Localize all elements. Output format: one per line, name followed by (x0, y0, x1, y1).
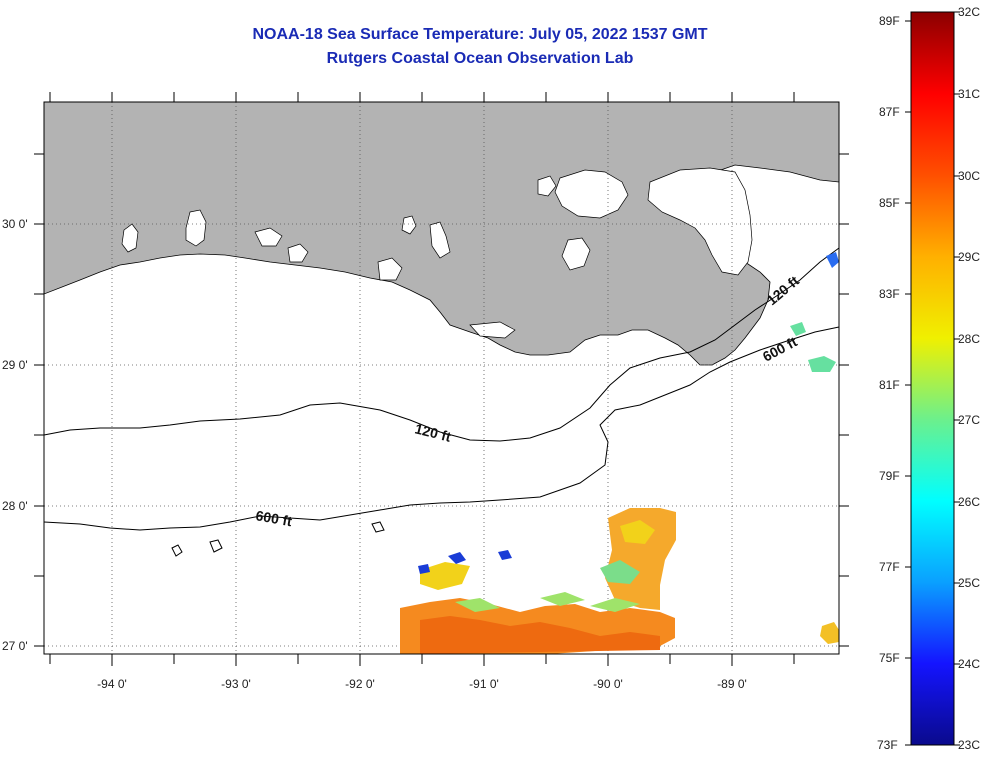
lon-label: -94 0' (97, 677, 127, 691)
colorbar-c-label: 29C (958, 250, 980, 264)
colorbar-c-label: 28C (958, 332, 980, 346)
sst-patch-warm-core (420, 616, 660, 654)
colorbar: 89F 87F 85F 83F 81F 79F 77F 75F 73F 32C … (877, 5, 980, 752)
colorbar-f-label: 89F (879, 14, 900, 28)
contour-600ft (43, 326, 840, 531)
contour-600ft-islands (171, 521, 385, 557)
colorbar-c-label: 26C (958, 495, 980, 509)
colorbar-gradient (910, 11, 955, 746)
grand-lake (287, 243, 309, 263)
lake-maurepas (537, 175, 557, 197)
sst-patch-green-2 (600, 560, 640, 584)
colorbar-c-label: 31C (958, 87, 980, 101)
colorbar-f-label: 75F (879, 651, 900, 665)
lon-label: -91 0' (469, 677, 499, 691)
colorbar-f-label: 85F (879, 196, 900, 210)
colorbar-f-label: 87F (879, 105, 900, 119)
colorbar-f-label: 79F (879, 469, 900, 483)
bathymetry-contours (43, 247, 840, 557)
ship-shoal-lagoon (469, 321, 516, 339)
sst-patch-blue (418, 550, 512, 574)
lat-label: 27 0' (2, 639, 28, 653)
lake-salvador (561, 237, 591, 271)
sst-patch-green-1 (455, 592, 640, 612)
contour-label-600ft: 600 ft (254, 507, 293, 529)
colorbar-f-label: 83F (879, 287, 900, 301)
colorbar-c-label: 24C (958, 657, 980, 671)
sst-patch-east-green (790, 322, 836, 372)
colorbar-f-label: 81F (879, 378, 900, 392)
white-lake (254, 227, 283, 247)
sst-patch-yellow (420, 520, 655, 590)
lon-label: -89 0' (717, 677, 747, 691)
colorbar-f-label: 73F (877, 738, 898, 752)
lake-pontchartrain (554, 169, 629, 219)
colorbar-c-label: 23C (958, 738, 980, 752)
lake-cataouatche (401, 215, 417, 235)
breton-sound (647, 167, 753, 276)
map-frame (43, 101, 840, 655)
sabine-lake (185, 209, 207, 247)
map-title: NOAA-18 Sea Surface Temperature: July 05… (252, 26, 708, 43)
colorbar-f-label: 77F (879, 560, 900, 574)
colorbar-c-label: 25C (958, 576, 980, 590)
contour-120ft (43, 247, 840, 442)
sst-patch-east-blue (826, 252, 839, 268)
sst-data-layer (400, 252, 839, 654)
colorbar-c-label: 32C (958, 5, 980, 19)
lat-label: 30 0' (2, 217, 28, 231)
colorbar-c-label: 30C (958, 169, 980, 183)
graticule (44, 102, 839, 654)
vermilion-bay (377, 257, 403, 281)
lon-label: -93 0' (221, 677, 251, 691)
lat-label: 28 0' (2, 499, 28, 513)
frame-ticks (34, 92, 849, 666)
colorbar-c-label: 27C (958, 413, 980, 427)
lat-label: 29 0' (2, 358, 28, 372)
sst-patch-east (820, 622, 839, 644)
lon-label: -90 0' (593, 677, 623, 691)
map-subtitle: Rutgers Coastal Ocean Observation Lab (326, 50, 634, 67)
lon-label: -92 0' (345, 677, 375, 691)
atchafalaya-bay (429, 221, 451, 259)
